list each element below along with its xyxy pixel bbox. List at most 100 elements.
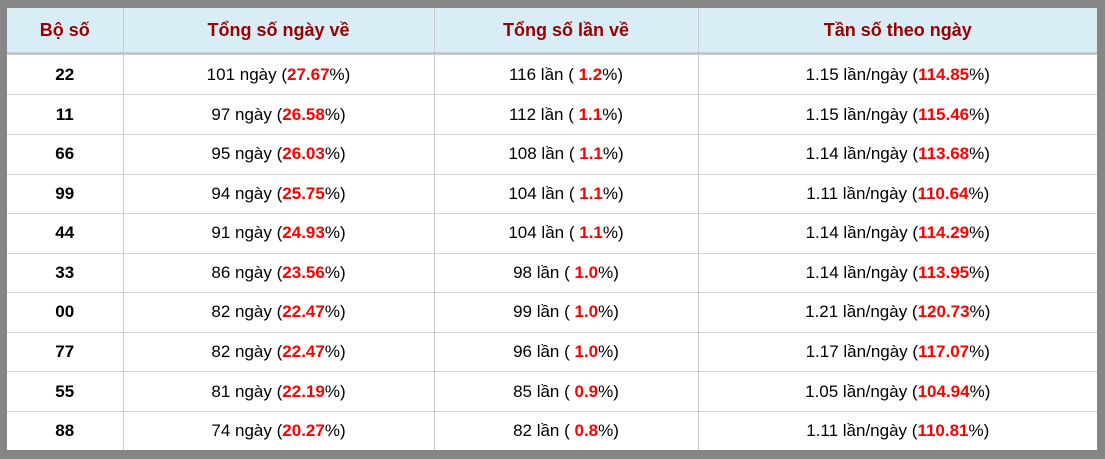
times-text: 116 lần (	[508, 64, 579, 84]
frequency-cell: 1.14 lần/ngày (113.68%)	[698, 134, 1097, 175]
times-cell: 96 lần ( 1.0%)	[434, 332, 699, 373]
frequency-text: 1.05 lần/ngày (	[805, 381, 918, 401]
frequency-cell: 1.11 lần/ngày (110.64%)	[698, 174, 1097, 215]
times-text-close: %)	[602, 144, 624, 164]
times-cell: 108 lần ( 1.1%)	[434, 134, 699, 175]
frequency-text: 1.11 lần/ngày (	[806, 420, 918, 440]
frequency-text-close: %)	[969, 381, 991, 401]
table-row: 33 86 ngày (23.56%) 98 lần ( 1.0%) 1.14 …	[7, 253, 1097, 294]
pair-value: 33	[7, 253, 124, 294]
days-text-close: %)	[324, 262, 346, 282]
frequency-cell: 1.15 lần/ngày (115.46%)	[698, 94, 1097, 135]
frequency-percent-value: 110.81	[917, 420, 969, 440]
frequency-text: 1.14 lần/ngày (	[805, 223, 919, 243]
frequency-cell: 1.17 lần/ngày (117.07%)	[698, 332, 1097, 373]
frequency-cell: 1.14 lần/ngày (114.29%)	[698, 213, 1097, 254]
times-text: 82 lần (	[513, 420, 575, 440]
frequency-percent-value: 113.68	[918, 144, 970, 164]
days-percent-value: 24.93	[282, 223, 325, 243]
frequency-percent-value: 115.46	[918, 104, 970, 124]
days-text: 97 ngày (	[211, 104, 283, 124]
frequency-text-close: %)	[968, 183, 990, 203]
days-percent-value: 26.58	[282, 104, 325, 124]
days-percent-value: 22.47	[282, 302, 325, 322]
times-text: 98 lần (	[513, 262, 575, 282]
pair-value: 99	[7, 174, 124, 215]
times-percent-value: 1.0	[574, 262, 599, 282]
frequency-text-close: %)	[969, 302, 991, 322]
frequency-cell: 1.21 lần/ngày (120.73%)	[698, 292, 1097, 333]
times-percent-value: 1.1	[579, 183, 603, 203]
times-text: 112 lần (	[508, 104, 579, 124]
days-text: 86 ngày (	[211, 262, 283, 282]
pair-value: 55	[7, 371, 124, 412]
days-percent-value: 20.27	[282, 420, 325, 440]
times-percent-value: 0.9	[574, 381, 599, 401]
frequency-text-close: %)	[969, 64, 990, 84]
pair-value: 66	[7, 134, 124, 175]
times-cell: 99 lần ( 1.0%)	[434, 292, 699, 333]
days-percent-value: 22.47	[282, 341, 325, 361]
frequency-percent-value: 114.85	[918, 64, 970, 84]
days-text-close: %)	[324, 420, 346, 440]
times-text-close: %)	[602, 223, 624, 243]
times-text-close: %)	[598, 381, 619, 401]
column-header-pair: Bộ số	[7, 8, 124, 55]
days-text: 81 ngày (	[211, 381, 283, 401]
times-cell: 112 lần ( 1.1%)	[434, 94, 699, 135]
days-text-close: %)	[324, 104, 346, 124]
days-cell: 94 ngày (25.75%)	[123, 174, 435, 215]
days-cell: 95 ngày (26.03%)	[123, 134, 435, 175]
pair-value: 22	[7, 53, 124, 96]
times-text: 108 lần (	[508, 144, 580, 164]
times-text-close: %)	[598, 420, 619, 440]
days-text-close: %)	[324, 144, 346, 164]
frequency-cell: 1.11 lần/ngày (110.81%)	[698, 411, 1097, 450]
table-row: 88 74 ngày (20.27%) 82 lần ( 0.8%) 1.11 …	[7, 411, 1097, 450]
times-percent-value: 1.1	[578, 104, 603, 124]
frequency-text: 1.15 lần/ngày (	[805, 104, 919, 124]
table-row: 44 91 ngày (24.93%) 104 lần ( 1.1%) 1.14…	[7, 213, 1097, 254]
frequency-cell: 1.15 lần/ngày (114.85%)	[698, 53, 1097, 96]
times-percent-value: 1.2	[578, 64, 603, 84]
frequency-text: 1.15 lần/ngày (	[805, 64, 919, 84]
days-cell: 101 ngày (27.67%)	[123, 53, 435, 96]
times-text-close: %)	[602, 64, 624, 84]
times-text-close: %)	[598, 341, 619, 361]
days-percent-value: 25.75	[282, 183, 325, 203]
times-text-close: %)	[598, 302, 619, 322]
times-percent-value: 1.1	[579, 144, 603, 164]
times-cell: 104 lần ( 1.1%)	[434, 174, 699, 215]
table-row: 77 82 ngày (22.47%) 96 lần ( 1.0%) 1.17 …	[7, 332, 1097, 373]
column-header-total-days: Tổng số ngày về	[123, 8, 435, 55]
times-cell: 98 lần ( 1.0%)	[434, 253, 699, 294]
days-text: 91 ngày (	[211, 223, 283, 243]
pair-value: 11	[7, 94, 124, 135]
times-percent-value: 1.1	[579, 223, 603, 243]
frequency-cell: 1.14 lần/ngày (113.95%)	[698, 253, 1097, 294]
table-row: 00 82 ngày (22.47%) 99 lần ( 1.0%) 1.21 …	[7, 292, 1097, 333]
frequency-text: 1.14 lần/ngày (	[805, 262, 919, 282]
table-row: 66 95 ngày (26.03%) 108 lần ( 1.1%) 1.14…	[7, 134, 1097, 175]
frequency-percent-value: 120.73	[917, 302, 970, 322]
frequency-text-close: %)	[969, 341, 990, 361]
column-header-total-times: Tổng số lần về	[434, 8, 699, 55]
days-text: 82 ngày (	[211, 341, 283, 361]
times-percent-value: 1.0	[574, 341, 599, 361]
days-text: 101 ngày (	[206, 64, 287, 84]
frequency-text-close: %)	[969, 104, 990, 124]
days-cell: 82 ngày (22.47%)	[123, 292, 435, 333]
frequency-text-close: %)	[969, 223, 990, 243]
days-text: 74 ngày (	[211, 420, 283, 440]
header-row: Bộ số Tổng số ngày về Tổng số lần về Tần…	[7, 8, 1097, 55]
days-percent-value: 26.03	[282, 144, 325, 164]
frequency-text: 1.21 lần/ngày (	[805, 302, 918, 322]
days-cell: 86 ngày (23.56%)	[123, 253, 435, 294]
days-percent-value: 23.56	[282, 262, 325, 282]
times-text-close: %)	[602, 104, 624, 124]
days-text: 95 ngày (	[211, 144, 283, 164]
table-row: 11 97 ngày (26.58%) 112 lần ( 1.1%) 1.15…	[7, 94, 1097, 135]
frequency-percent-value: 117.07	[918, 341, 970, 361]
times-text: 99 lần (	[513, 302, 575, 322]
